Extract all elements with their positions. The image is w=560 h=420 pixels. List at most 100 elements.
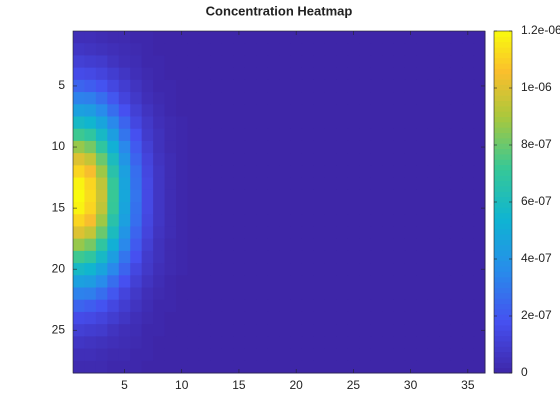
- heatmap-cell: [256, 226, 269, 240]
- heatmap-cell: [118, 226, 131, 240]
- heatmap-cell: [427, 360, 440, 374]
- heatmap-cell: [267, 214, 280, 227]
- heatmap-cell: [244, 79, 257, 93]
- heatmap-cell: [107, 360, 120, 374]
- heatmap-cell: [450, 287, 463, 301]
- heatmap-cell: [301, 43, 314, 56]
- heatmap-cell: [164, 202, 177, 215]
- heatmap-cell: [187, 214, 200, 227]
- axes-frame: [72, 30, 486, 374]
- heatmap-cell: [153, 31, 166, 44]
- heatmap-cell: [176, 348, 188, 362]
- heatmap-cell: [118, 275, 131, 288]
- heatmap-cell: [416, 153, 429, 166]
- heatmap-cell: [118, 165, 131, 179]
- heatmap-cell: [233, 43, 246, 56]
- heatmap-cell: [393, 116, 406, 130]
- heatmap-cell: [393, 324, 406, 337]
- heatmap-cell: [416, 275, 429, 288]
- heatmap-cell: [187, 43, 200, 56]
- heatmap-cell: [393, 348, 406, 362]
- heatmap-cell: [107, 250, 120, 264]
- heatmap-cell: [301, 79, 314, 93]
- heatmap-cell: [84, 177, 97, 191]
- heatmap-cell: [347, 287, 360, 301]
- heatmap-cell: [359, 263, 372, 276]
- heatmap-cell: [439, 55, 452, 69]
- heatmap-cell: [382, 287, 394, 301]
- heatmap-cell: [153, 140, 166, 154]
- heatmap-cell: [176, 67, 188, 81]
- heatmap-cell: [164, 67, 177, 81]
- heatmap-cell: [336, 79, 349, 93]
- heatmap-cell: [347, 92, 360, 105]
- heatmap-cell: [210, 153, 223, 166]
- heatmap-cell: [450, 140, 463, 154]
- heatmap-cell: [324, 275, 337, 288]
- heatmap-cell: [450, 311, 463, 325]
- heatmap-cell: [427, 43, 440, 56]
- heatmap-cell: [210, 275, 223, 288]
- heatmap-cell: [450, 55, 463, 69]
- heatmap-cell: [473, 238, 486, 252]
- heatmap-cell: [187, 92, 200, 105]
- colorbar-swatch: [494, 148, 512, 155]
- heatmap-cell: [73, 128, 85, 142]
- heatmap-cell: [439, 238, 452, 252]
- heatmap-cell: [141, 202, 154, 215]
- heatmap-cell: [439, 250, 452, 264]
- heatmap-cell: [187, 348, 200, 362]
- colorbar-swatch: [494, 73, 512, 80]
- heatmap-cell: [313, 79, 326, 93]
- heatmap-cell: [439, 128, 452, 142]
- heatmap-cell: [462, 116, 475, 130]
- heatmap-cell: [404, 287, 417, 301]
- heatmap-cell: [279, 31, 291, 44]
- heatmap-cell: [313, 250, 326, 264]
- heatmap-cell: [233, 153, 246, 166]
- colorbar-swatch: [494, 191, 512, 198]
- heatmap-cell: [210, 299, 223, 313]
- heatmap-cell: [198, 287, 211, 301]
- colorbar-swatch: [494, 244, 512, 251]
- colorbar-tick-label: 6e-07: [521, 194, 552, 208]
- heatmap-cell: [198, 336, 211, 350]
- heatmap-cell: [130, 153, 143, 166]
- heatmap-cell: [416, 165, 429, 179]
- heatmap-cell: [473, 311, 486, 325]
- heatmap-cell: [301, 348, 314, 362]
- heatmap-cell: [416, 226, 429, 240]
- heatmap-cell: [462, 238, 475, 252]
- heatmap-cell: [73, 165, 85, 179]
- heatmap-cell: [95, 31, 108, 44]
- heatmap-cell: [347, 140, 360, 154]
- heatmap-cell: [359, 287, 372, 301]
- heatmap-cell: [95, 299, 108, 313]
- heatmap-cell: [279, 67, 291, 81]
- heatmap-cell: [370, 348, 383, 362]
- heatmap-cell: [233, 128, 246, 142]
- heatmap-cell: [107, 177, 120, 191]
- heatmap-cell: [393, 79, 406, 93]
- heatmap-cell: [130, 67, 143, 81]
- heatmap-cell: [347, 177, 360, 191]
- heatmap-cell: [256, 189, 269, 203]
- colorbar-swatch: [494, 68, 512, 75]
- heatmap-cell: [382, 79, 394, 93]
- heatmap-cell: [141, 336, 154, 350]
- heatmap-cell: [301, 324, 314, 337]
- heatmap-cell: [210, 214, 223, 227]
- heatmap-cell: [359, 311, 372, 325]
- heatmap-cell: [473, 287, 486, 301]
- heatmap-cell: [336, 263, 349, 276]
- heatmap-cell: [164, 226, 177, 240]
- heatmap-cell: [221, 202, 234, 215]
- colorbar-swatch: [494, 356, 512, 363]
- heatmap-cell: [130, 79, 143, 93]
- heatmap-cell: [73, 31, 85, 44]
- heatmap-cell: [256, 336, 269, 350]
- heatmap-cell: [256, 116, 269, 130]
- heatmap-cell: [210, 311, 223, 325]
- heatmap-cell: [370, 116, 383, 130]
- heatmap-cell: [118, 140, 131, 154]
